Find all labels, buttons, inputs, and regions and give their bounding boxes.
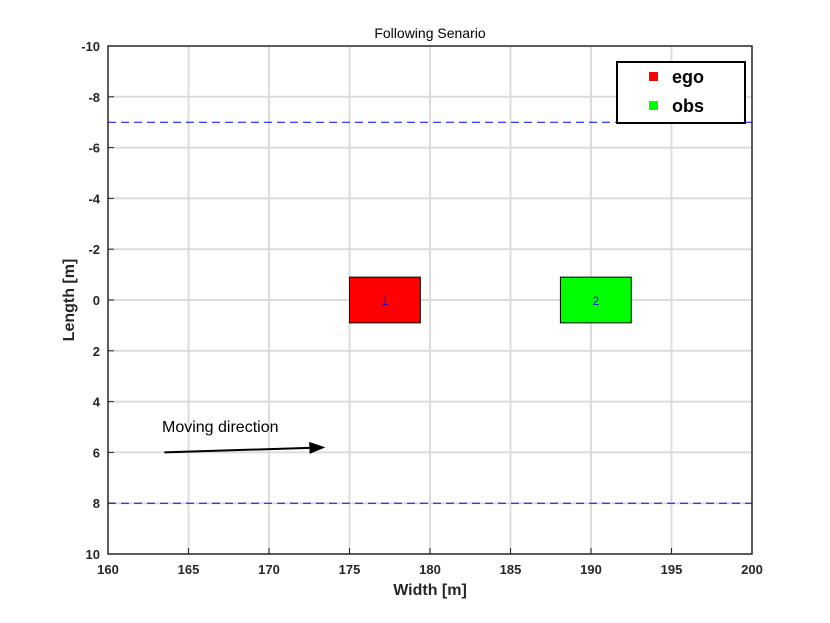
vehicle-label-obs: 2 bbox=[592, 294, 599, 308]
x-tick-label: 175 bbox=[339, 562, 361, 577]
vehicle-obs bbox=[559, 276, 632, 324]
x-tick-label: 190 bbox=[580, 562, 602, 577]
moving-direction-arrow-head bbox=[309, 441, 326, 454]
plot-area-border bbox=[107, 45, 753, 555]
legend-label-obs: obs bbox=[672, 96, 704, 116]
y-tick-label: 4 bbox=[93, 395, 101, 410]
x-axis-label: Width [m] bbox=[393, 582, 467, 599]
x-tick-label: 160 bbox=[97, 562, 119, 577]
moving-direction-arrow-shaft bbox=[164, 446, 310, 454]
y-tick-label: -4 bbox=[88, 191, 100, 206]
y-tick-label: -6 bbox=[88, 141, 100, 156]
y-tick-labels: -10 -8 -6 -4 -2 0 2 4 6 8 10 bbox=[81, 39, 101, 562]
y-tick-label: -10 bbox=[81, 39, 100, 54]
x-tick-label: 185 bbox=[500, 562, 522, 577]
y-tick-label: 6 bbox=[93, 445, 100, 460]
vehicle-ego bbox=[349, 276, 421, 324]
x-tick-label: 200 bbox=[741, 562, 763, 577]
moving-direction-label: Moving direction bbox=[162, 419, 279, 436]
chart-title: Following Senario bbox=[374, 25, 485, 41]
x-tick-label: 180 bbox=[419, 562, 441, 577]
x-tick-label: 165 bbox=[178, 562, 200, 577]
y-tick-label: 8 bbox=[93, 496, 100, 511]
x-tick-label: 170 bbox=[258, 562, 280, 577]
vehicle-label-ego: 1 bbox=[382, 294, 389, 308]
legend-marker-ego bbox=[649, 72, 658, 81]
legend-marker-obs bbox=[649, 101, 658, 110]
x-tick-labels: 160 165 170 175 180 185 190 195 200 bbox=[97, 562, 763, 577]
x-tick-label: 195 bbox=[661, 562, 683, 577]
y-axis-label: Length [m] bbox=[61, 259, 78, 342]
moving-direction-annotation: Moving direction bbox=[162, 419, 326, 454]
y-tick-label: 0 bbox=[93, 293, 100, 308]
axes-box bbox=[107, 45, 753, 555]
y-tick-label: -2 bbox=[88, 242, 100, 257]
y-tick-label: 2 bbox=[93, 344, 100, 359]
legend-label-ego: ego bbox=[672, 67, 704, 87]
legend-box bbox=[616, 61, 746, 124]
y-tick-label: 10 bbox=[86, 547, 100, 562]
y-tick-label: -8 bbox=[88, 90, 100, 105]
legend: ego obs bbox=[616, 61, 746, 124]
